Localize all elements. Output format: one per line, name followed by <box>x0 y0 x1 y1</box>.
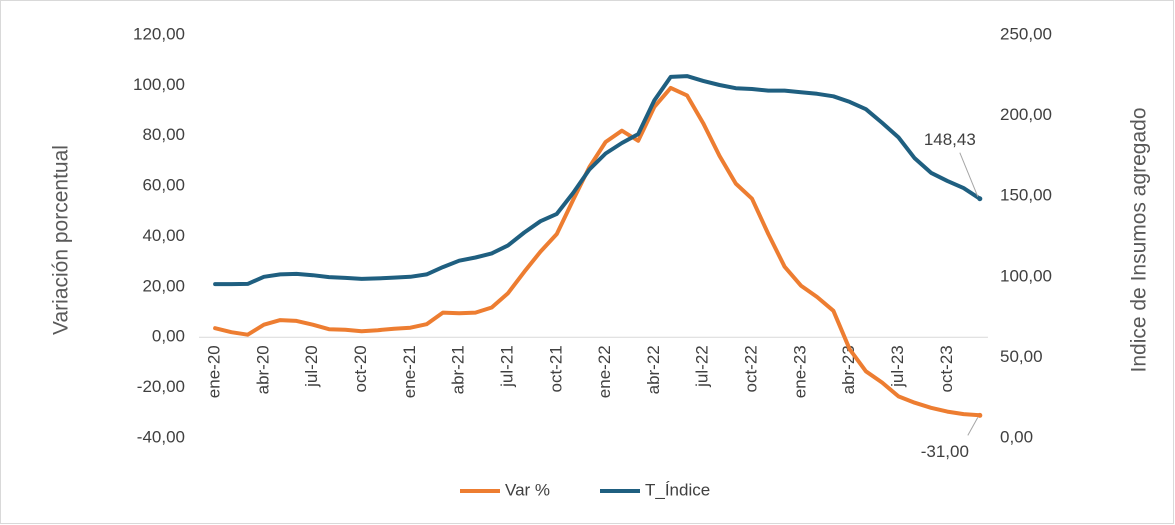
y2-axis-label: Indice de Insumos agregado <box>1128 107 1151 372</box>
x-tick-label: jul-22 <box>693 345 712 388</box>
data-label: -31,00 <box>921 442 969 461</box>
x-tick-label: abr-21 <box>449 345 468 394</box>
x-tick-label: abr-20 <box>253 345 272 394</box>
series-line <box>213 85 982 418</box>
legend-label: T_Índice <box>645 480 710 499</box>
leader-line <box>959 152 979 197</box>
y-tick-label: 0,00 <box>152 327 185 346</box>
y2-tick-label: 250,00 <box>1000 24 1052 43</box>
x-tick-label: abr-22 <box>644 345 663 394</box>
y-tick-label: 20,00 <box>142 276 185 295</box>
x-tick-label: oct-22 <box>742 345 761 392</box>
leader-line <box>967 417 979 436</box>
y-tick-label: 100,00 <box>133 75 185 94</box>
y2-tick-label: 50,00 <box>1000 347 1043 366</box>
y2-tick-label: 200,00 <box>1000 105 1052 124</box>
data-label: 148,43 <box>924 130 976 149</box>
x-tick-label: ene-21 <box>400 345 419 398</box>
x-tick-label: jul-21 <box>497 345 516 388</box>
x-tick-label: oct-21 <box>546 345 565 392</box>
x-tick-label: abr-23 <box>839 345 858 394</box>
series-line <box>213 74 982 287</box>
y-tick-label: 80,00 <box>142 125 185 144</box>
point-marker <box>977 196 983 202</box>
y2-tick-label: 100,00 <box>1000 266 1052 285</box>
y-tick-label: -20,00 <box>137 377 185 396</box>
y-tick-label: 60,00 <box>142 176 185 195</box>
x-tick-label: ene-20 <box>205 345 224 398</box>
x-tick-label: ene-22 <box>595 345 614 398</box>
x-tick-label: jul-20 <box>302 345 321 388</box>
y-tick-label: -40,00 <box>137 427 185 446</box>
y2-tick-label: 0,00 <box>1000 427 1033 446</box>
x-tick-label: oct-23 <box>937 345 956 392</box>
x-tick-label: oct-20 <box>351 345 370 392</box>
y2-tick-label: 150,00 <box>1000 186 1052 205</box>
point-marker <box>977 412 983 418</box>
legend-label: Var % <box>505 480 550 499</box>
y-tick-label: 40,00 <box>142 226 185 245</box>
x-tick-label: ene-23 <box>790 345 809 398</box>
y-axis-label: Variación porcentual <box>50 145 73 335</box>
x-tick-label: jul-23 <box>888 345 907 388</box>
y-tick-label: 120,00 <box>133 24 185 43</box>
